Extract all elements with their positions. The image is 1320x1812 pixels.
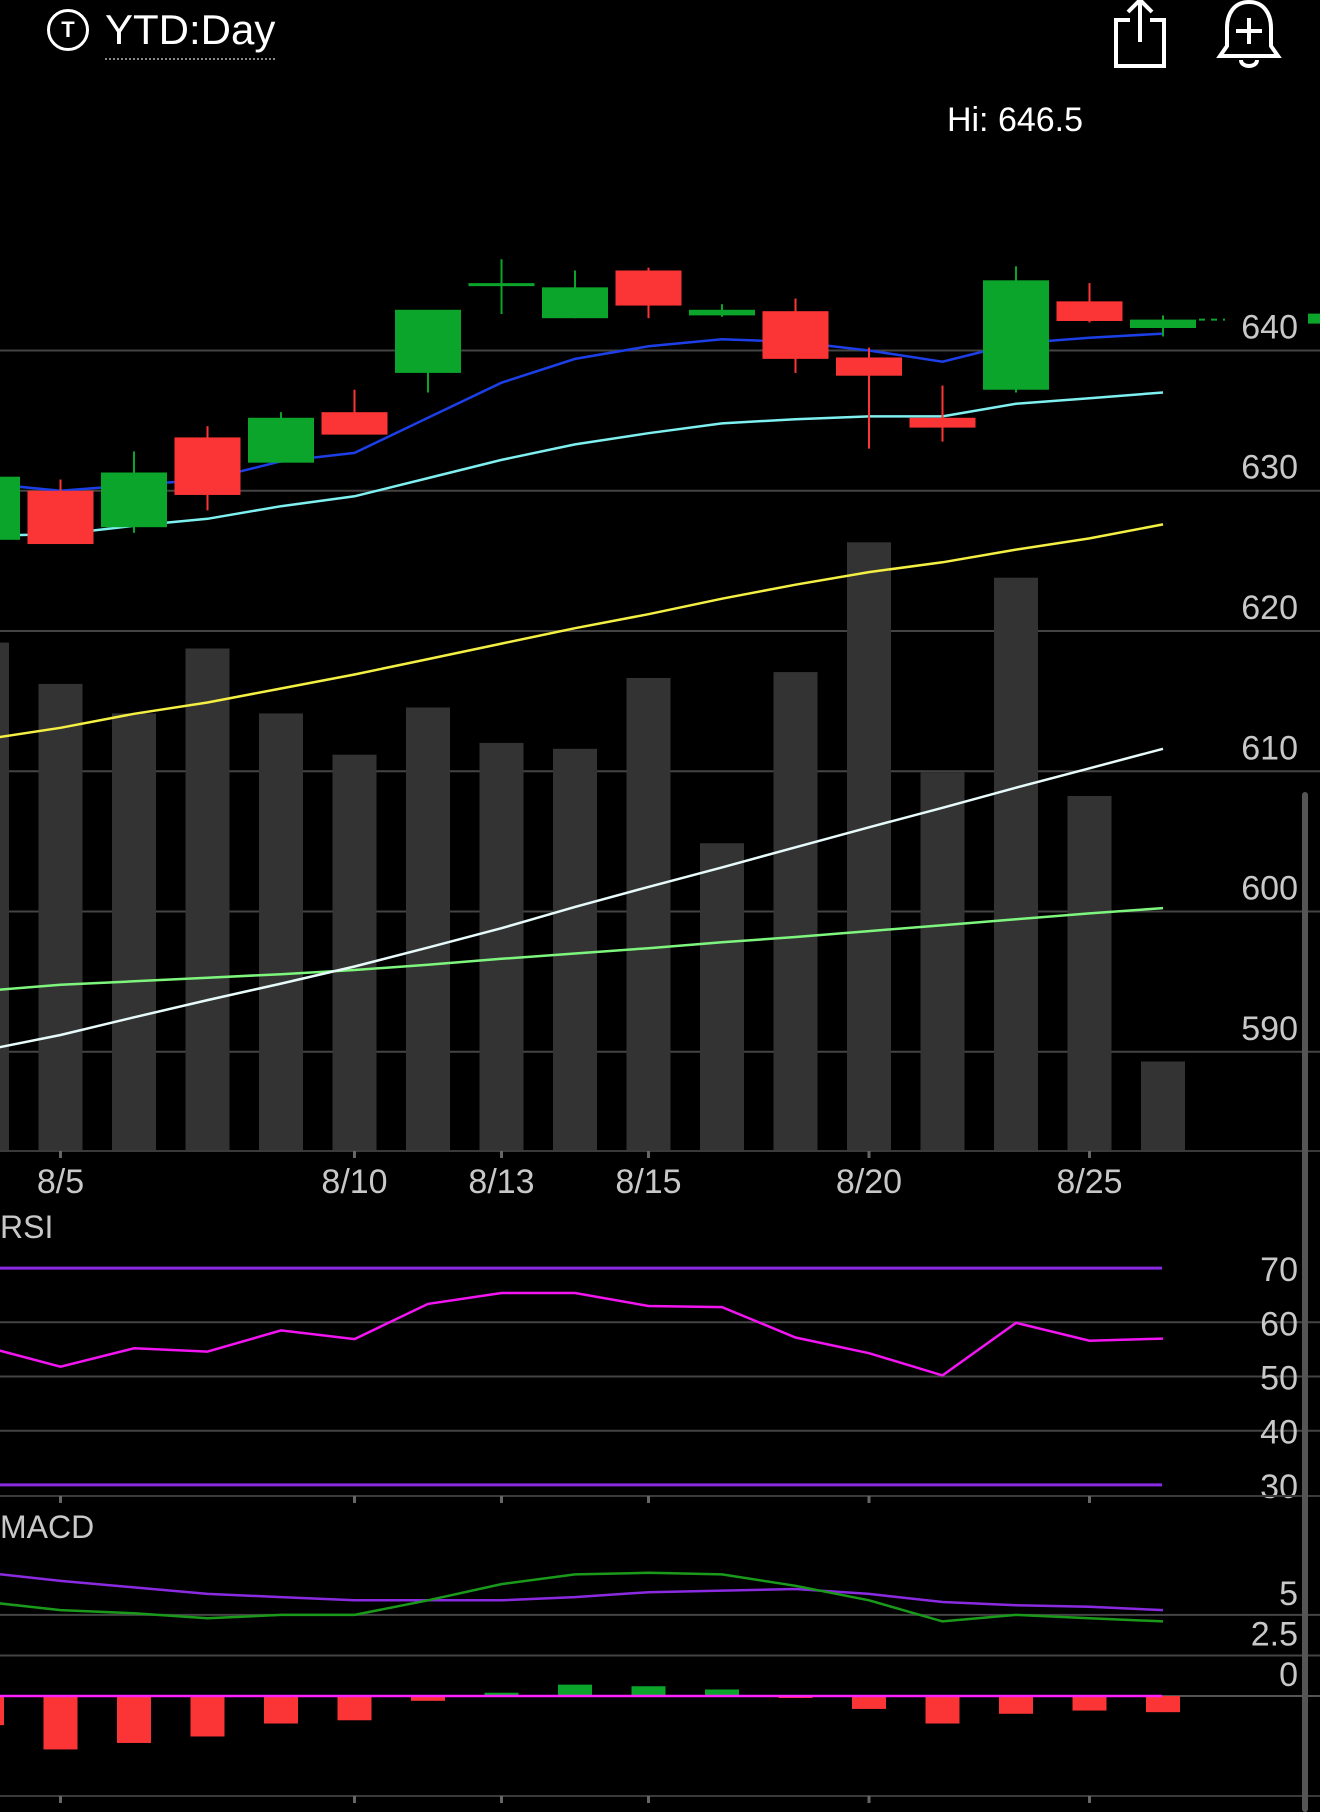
volume-bar <box>406 707 450 1150</box>
macd-histogram-bar <box>1146 1695 1180 1713</box>
timeframe-selector[interactable]: YTD:Day <box>105 2 276 60</box>
volume-bar <box>847 542 891 1150</box>
rsi-tick-label: 40 <box>1260 1414 1298 1452</box>
macd-histogram-bar <box>484 1692 519 1696</box>
volume-ma-line-white <box>0 747 1164 1049</box>
volume-bar <box>479 742 524 1150</box>
macd-tick-label: 2.5 <box>1251 1615 1298 1653</box>
macd-histogram-bar <box>631 1686 666 1696</box>
price-alert-button[interactable] <box>1212 0 1286 72</box>
bell-plus-icon <box>1216 0 1282 68</box>
rsi-title: RSI <box>0 1209 53 1245</box>
ma-mid-line <box>0 391 1164 537</box>
candle-body <box>615 270 682 306</box>
candle-body <box>395 309 461 373</box>
volume-bar <box>38 683 83 1150</box>
chart-header: T YTD:Day <box>0 0 1320 80</box>
share-icon <box>1114 0 1166 68</box>
x-axis-label: 8/25 <box>1056 1163 1122 1201</box>
volume-bar <box>773 672 818 1150</box>
macd-histogram-bar <box>190 1695 225 1737</box>
volume-bar <box>700 843 744 1150</box>
macd-title: MACD <box>0 1509 94 1545</box>
last-price-marker <box>1308 313 1320 324</box>
volume-bar <box>553 748 597 1150</box>
candle-body <box>321 412 388 435</box>
macd-histogram-bar <box>264 1695 298 1724</box>
macd-histogram-bar <box>337 1695 372 1721</box>
volume-bar <box>112 713 156 1150</box>
candle-body <box>468 283 535 287</box>
candle-body <box>248 417 314 463</box>
candle-body <box>174 437 241 495</box>
volume-bar <box>259 713 303 1150</box>
macd-histogram-bar <box>43 1695 78 1750</box>
rsi-tick-label: 70 <box>1260 1251 1298 1289</box>
high-price-label: Hi: 646.5 <box>947 101 1083 139</box>
rsi-tick-label: 30 <box>1260 1468 1298 1506</box>
vertical-scrollbar[interactable] <box>1302 792 1308 1812</box>
price-tick-label: 590 <box>1241 1010 1298 1048</box>
price-tick-label: 630 <box>1241 449 1298 487</box>
candle-body <box>836 357 902 376</box>
volume-bar <box>626 678 671 1150</box>
rsi-tick-label: 50 <box>1260 1360 1298 1398</box>
macd-histogram-bar <box>117 1695 151 1743</box>
macd-tick-label: 5 <box>1279 1575 1298 1613</box>
rsi-line <box>0 1291 1164 1377</box>
candle-body <box>0 476 20 540</box>
macd-histogram-bar <box>705 1689 739 1696</box>
macd-line <box>0 1571 1164 1623</box>
share-button[interactable] <box>1108 0 1172 72</box>
macd-tick-label: 0 <box>1279 1656 1298 1694</box>
ma-long-line <box>0 523 1164 739</box>
x-axis-label: 8/10 <box>321 1163 387 1201</box>
ticker-badge-icon[interactable]: T <box>47 9 89 51</box>
x-axis-label: 8/5 <box>37 1163 84 1201</box>
macd-histogram-bar <box>1072 1695 1107 1711</box>
candle-body <box>1130 319 1196 329</box>
macd-histogram-bar <box>0 1695 4 1726</box>
x-axis-label: 8/15 <box>615 1163 681 1201</box>
price-tick-label: 600 <box>1241 870 1298 908</box>
candle-body <box>542 287 608 319</box>
volume-bar <box>1141 1061 1185 1150</box>
volume-bar <box>994 577 1038 1150</box>
price-tick-label: 620 <box>1241 589 1298 627</box>
candle-body <box>101 472 167 528</box>
price-tick-label: 610 <box>1241 729 1298 767</box>
volume-bar <box>185 648 230 1150</box>
macd-histogram-bar <box>999 1695 1033 1714</box>
macd-histogram-bar <box>925 1695 960 1724</box>
macd-histogram-bar <box>411 1695 445 1701</box>
candle-body <box>689 309 755 316</box>
price-tick-label: 640 <box>1241 308 1298 346</box>
macd-signal-line <box>0 1572 1164 1612</box>
macd-histogram-bar <box>558 1684 592 1696</box>
rsi-tick-label: 60 <box>1260 1305 1298 1343</box>
candle-body <box>983 280 1049 390</box>
volume-bar <box>332 754 377 1150</box>
candle-body <box>27 490 94 545</box>
volume-ma-line-green <box>0 906 1164 991</box>
x-axis-label: 8/20 <box>836 1163 902 1201</box>
volume-bar <box>920 772 965 1150</box>
candle-body <box>909 417 976 428</box>
volume-bar <box>1067 796 1112 1150</box>
volume-bar <box>0 642 9 1150</box>
x-axis-label: 8/13 <box>468 1163 534 1201</box>
macd-histogram-bar <box>852 1695 886 1709</box>
candle-body <box>762 311 829 359</box>
candle-body <box>1056 301 1123 322</box>
